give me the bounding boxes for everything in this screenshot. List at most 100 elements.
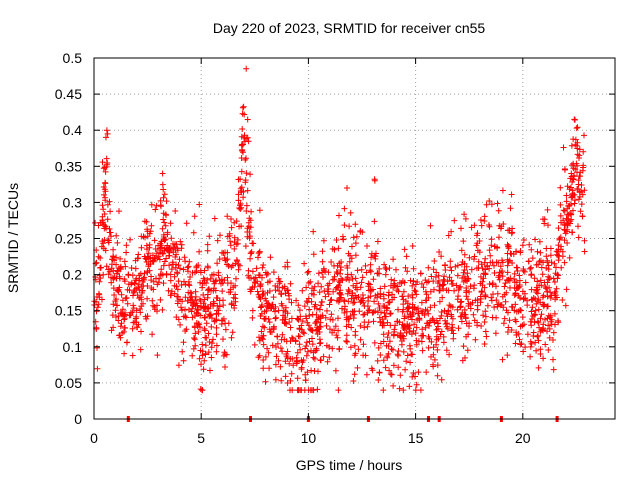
data-point xyxy=(154,352,161,359)
data-point xyxy=(358,279,365,286)
y-tick-label: 0.15 xyxy=(55,303,82,319)
data-point xyxy=(442,321,449,327)
data-point xyxy=(537,277,544,284)
data-point xyxy=(534,248,541,255)
data-point xyxy=(235,197,242,204)
data-point xyxy=(547,252,554,259)
data-point xyxy=(500,320,507,327)
data-point xyxy=(437,315,443,322)
data-point xyxy=(99,213,106,220)
data-point xyxy=(341,309,348,316)
data-point xyxy=(365,298,372,304)
data-point xyxy=(409,304,416,311)
data-point xyxy=(103,155,110,162)
data-point xyxy=(175,278,182,285)
data-point xyxy=(430,363,437,370)
data-point xyxy=(579,167,586,174)
data-point xyxy=(575,223,581,230)
data-point xyxy=(524,302,531,309)
data-point xyxy=(512,290,519,297)
data-point xyxy=(92,219,99,226)
data-point xyxy=(489,281,496,288)
data-point xyxy=(210,278,217,285)
data-point xyxy=(361,303,368,309)
data-point xyxy=(486,247,493,254)
data-point xyxy=(239,110,246,117)
data-point xyxy=(360,352,367,359)
data-point xyxy=(517,294,523,301)
data-point xyxy=(303,298,310,305)
data-point xyxy=(357,336,364,343)
data-point xyxy=(325,291,332,298)
data-point xyxy=(542,283,549,290)
data-point xyxy=(551,290,558,297)
data-point xyxy=(242,177,249,184)
data-point xyxy=(279,331,286,338)
data-point xyxy=(121,276,128,283)
data-point xyxy=(570,207,576,214)
data-point xyxy=(448,277,455,284)
data-point xyxy=(160,194,167,201)
data-point xyxy=(190,345,197,352)
data-point xyxy=(570,165,577,172)
data-point xyxy=(104,201,111,208)
data-point xyxy=(180,266,187,273)
data-point xyxy=(330,288,337,295)
data-point xyxy=(292,337,299,344)
data-point xyxy=(488,242,495,249)
data-point xyxy=(400,387,407,394)
data-point xyxy=(512,340,519,347)
data-point xyxy=(136,295,143,302)
data-point xyxy=(172,208,179,214)
data-point xyxy=(386,299,393,305)
data-point xyxy=(460,278,467,285)
data-point xyxy=(254,288,261,295)
data-point xyxy=(425,294,432,301)
data-point xyxy=(344,185,350,191)
data-point xyxy=(129,325,136,332)
data-point xyxy=(244,116,251,123)
data-point xyxy=(270,325,277,331)
data-point xyxy=(412,387,419,394)
data-point xyxy=(440,339,447,346)
data-point xyxy=(186,282,193,289)
data-point xyxy=(385,289,392,296)
data-point xyxy=(507,205,514,212)
data-point xyxy=(494,200,501,207)
data-point xyxy=(226,232,233,239)
data-point xyxy=(259,302,265,308)
data-point xyxy=(174,300,181,307)
data-point xyxy=(528,272,535,279)
data-point xyxy=(273,314,279,321)
data-point xyxy=(550,337,556,343)
data-point xyxy=(191,323,198,330)
data-point xyxy=(233,218,240,225)
data-point xyxy=(273,344,279,350)
data-point xyxy=(124,300,131,307)
data-point xyxy=(162,211,169,218)
data-point xyxy=(392,322,399,329)
data-point xyxy=(213,311,220,318)
data-point xyxy=(123,249,130,256)
data-point xyxy=(204,263,211,270)
data-point xyxy=(388,346,395,353)
data-point xyxy=(219,280,226,286)
data-point xyxy=(198,361,204,368)
data-point xyxy=(477,299,484,306)
data-point xyxy=(244,187,251,194)
data-point xyxy=(149,331,156,338)
data-point xyxy=(260,262,267,268)
data-point xyxy=(315,368,321,375)
data-point xyxy=(574,162,581,169)
y-axis-title: SRMTID / TECUs xyxy=(5,183,21,293)
data-point xyxy=(243,155,249,162)
data-point xyxy=(357,299,364,306)
data-point xyxy=(249,240,256,247)
data-point xyxy=(251,341,258,348)
data-point xyxy=(294,349,301,356)
data-point xyxy=(320,274,326,281)
data-point xyxy=(534,318,541,325)
data-point xyxy=(536,238,543,245)
data-point xyxy=(371,339,378,346)
data-point xyxy=(95,301,102,308)
